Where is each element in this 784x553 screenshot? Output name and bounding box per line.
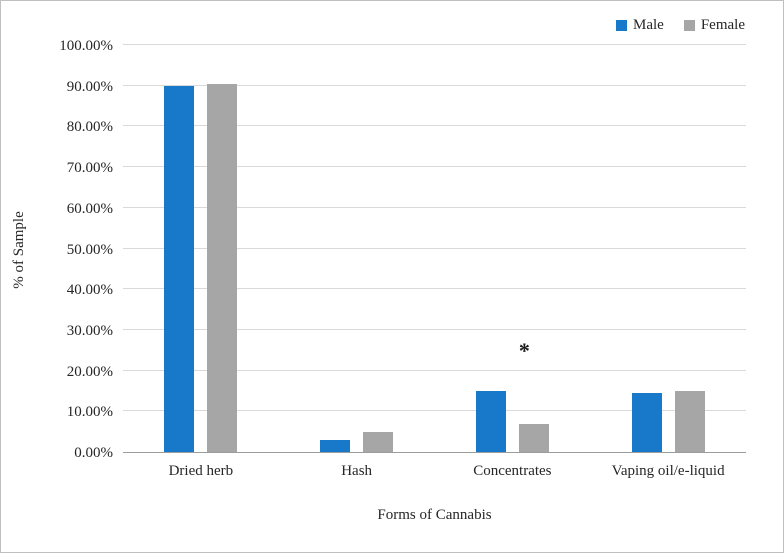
legend-item-female: Female [683, 17, 745, 34]
legend-item-male: Male [616, 17, 664, 34]
bar-male-hash [320, 439, 351, 452]
gridline [123, 166, 746, 168]
gridline [123, 288, 746, 290]
bar-male-vaping-oil-e-liquid [631, 393, 662, 452]
gridline [123, 328, 746, 330]
y-tick-label: 0.00% [74, 445, 113, 461]
x-category-label: Hash [341, 463, 373, 479]
gridline [123, 125, 746, 127]
legend-swatch-male-icon [616, 20, 628, 31]
y-tick-label: 60.00% [66, 200, 113, 217]
y-tick-label: 80.00% [66, 119, 113, 136]
x-category-label: Vaping oil/e-liquid [611, 463, 725, 479]
plot-area: * [123, 44, 746, 453]
gridline [123, 369, 746, 371]
chart-legend: Male Female [616, 17, 745, 34]
bar-female-vaping-oil-e-liquid [674, 390, 705, 452]
significance-asterisk: * [518, 338, 530, 364]
bar-female-hash [363, 431, 394, 452]
x-axis-category-labels: Dried herb Hash Concentrates Vaping oil/e-l… [123, 463, 746, 480]
gridline [123, 84, 746, 86]
y-tick-label: 90.00% [66, 78, 113, 95]
legend-swatch-female-icon [683, 20, 695, 31]
y-tick-label: 70.00% [66, 160, 113, 177]
bar-male-dried-herb [164, 85, 195, 452]
y-tick-label: 20.00% [66, 363, 113, 380]
y-axis-tick-labels: 0.00% 10.00% 20.00% 30.00% 40.00% 50.00% 60.00… [1, 38, 113, 461]
legend-label: Female [700, 17, 745, 33]
gridline [123, 247, 746, 249]
legend-label: Male [633, 17, 664, 33]
gridline [123, 206, 746, 208]
bar-female-concentrates [518, 423, 549, 452]
x-category-label: Concentrates [473, 463, 552, 479]
x-category-label: Dried herb [168, 463, 234, 479]
y-tick-label: 10.00% [66, 404, 113, 421]
bar-male-concentrates [475, 390, 506, 452]
gridline [123, 44, 746, 45]
x-axis-title: Forms of Cannabis [377, 507, 492, 523]
y-tick-label: 40.00% [66, 282, 113, 299]
bar-female-dried-herb [207, 83, 238, 452]
y-tick-label: 50.00% [66, 241, 113, 258]
y-tick-label: 100.00% [59, 38, 113, 54]
y-tick-label: 30.00% [66, 322, 113, 339]
gridline [123, 410, 746, 412]
